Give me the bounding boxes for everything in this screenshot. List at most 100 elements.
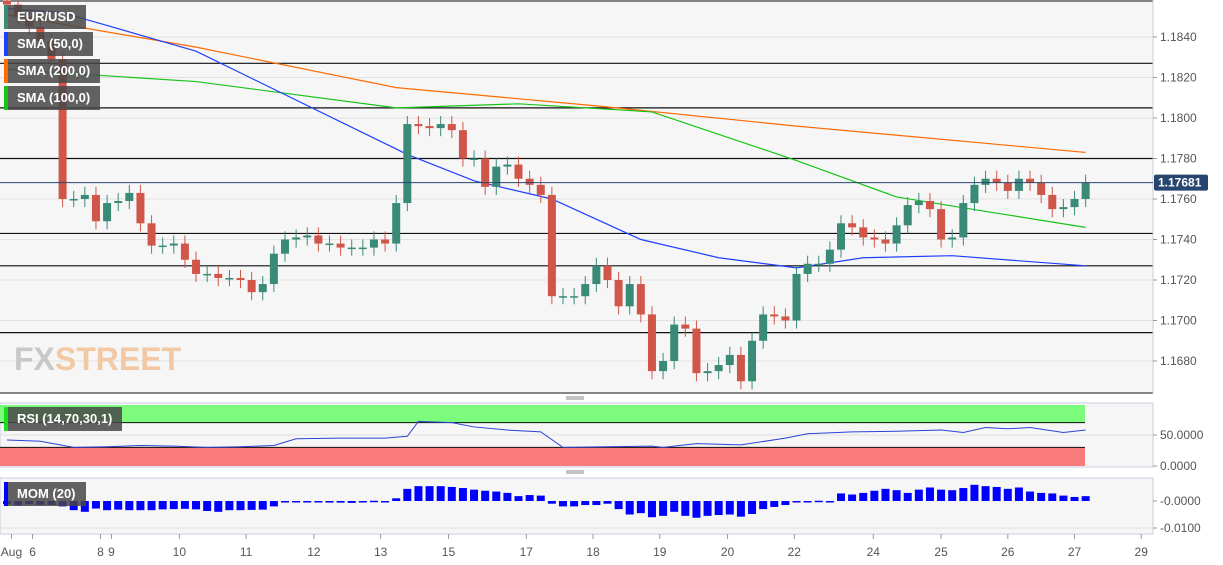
candle bbox=[1070, 190, 1079, 216]
mom-axis: -0.0000 -0.0100 bbox=[1153, 494, 1201, 535]
candle-body bbox=[214, 273, 223, 278]
candle-body bbox=[681, 324, 690, 329]
legend-label: EUR/USD bbox=[17, 9, 76, 24]
candle-body bbox=[848, 223, 857, 228]
mom-bar bbox=[770, 501, 779, 507]
candle bbox=[258, 275, 267, 301]
mom-bar bbox=[481, 490, 490, 501]
last-price-label: 1.17681 bbox=[1158, 176, 1202, 190]
last-price-tag: 1.17681 bbox=[0, 174, 1208, 191]
candle-body bbox=[570, 296, 579, 298]
candle-body bbox=[125, 192, 134, 202]
candle bbox=[736, 346, 745, 390]
mom-bar bbox=[503, 492, 512, 501]
panel-resize-handle[interactable] bbox=[566, 396, 584, 400]
mom-bar bbox=[1059, 495, 1068, 501]
mom-bar bbox=[725, 501, 734, 515]
x-tick-label: 8 bbox=[97, 545, 104, 559]
candle bbox=[447, 115, 456, 139]
candle-body bbox=[325, 243, 334, 246]
candle-body bbox=[614, 280, 623, 307]
candle bbox=[80, 186, 89, 208]
candle bbox=[959, 194, 968, 246]
candle-body bbox=[803, 263, 812, 274]
candle bbox=[292, 229, 301, 248]
candle-body bbox=[91, 194, 100, 222]
candle bbox=[714, 356, 723, 380]
candle bbox=[670, 316, 679, 370]
price-axis: 1.1840 1.1820 1.1800 1.1780 1.1760 1.1740 1.17… bbox=[1153, 30, 1197, 368]
candle bbox=[770, 306, 779, 325]
candle-body bbox=[692, 328, 701, 374]
panel-resize-handle[interactable] bbox=[566, 470, 584, 474]
candle-body bbox=[870, 237, 879, 240]
mom-bar bbox=[269, 501, 278, 507]
mom-bar bbox=[247, 501, 256, 510]
candle bbox=[103, 194, 112, 230]
mom-bar bbox=[91, 501, 100, 509]
legend-swatch bbox=[4, 86, 8, 110]
mom-bar bbox=[981, 486, 990, 501]
legend-sma100[interactable]: SMA (100,0) bbox=[4, 86, 101, 110]
mom-bar bbox=[536, 495, 545, 501]
candle-body bbox=[925, 201, 934, 210]
y-tick-label: 1.1780 bbox=[1160, 152, 1197, 166]
mom-bar bbox=[759, 501, 768, 510]
legend-symbol[interactable]: EUR/USD bbox=[4, 5, 86, 29]
candle bbox=[681, 316, 690, 337]
candle bbox=[536, 176, 545, 204]
candle-body bbox=[992, 178, 1001, 183]
mom-bar bbox=[169, 501, 178, 510]
legend-mom[interactable]: MOM (20) bbox=[4, 482, 86, 506]
candle-body bbox=[970, 184, 979, 204]
mom-bar bbox=[859, 492, 868, 501]
mom-bar bbox=[458, 488, 467, 501]
candle-body bbox=[647, 314, 656, 372]
candle bbox=[1059, 199, 1068, 218]
candle bbox=[748, 332, 757, 390]
candle bbox=[169, 235, 178, 254]
rsi-tick-label: 0.0000 bbox=[1160, 459, 1197, 473]
rsi-oversold-zone bbox=[0, 447, 1085, 466]
candle bbox=[692, 320, 701, 382]
x-tick-label: 13 bbox=[374, 545, 388, 559]
mom-bar bbox=[203, 501, 212, 511]
mom-bar bbox=[592, 501, 601, 506]
legend-rsi[interactable]: RSI (14,70,30,1) bbox=[4, 407, 123, 431]
y-tick-label: 1.1840 bbox=[1160, 30, 1197, 44]
candle-body bbox=[236, 277, 245, 280]
candle bbox=[269, 245, 278, 293]
mom-bar bbox=[403, 488, 412, 501]
mom-bar bbox=[392, 498, 401, 501]
candle-body bbox=[1048, 194, 1057, 210]
x-tick-label: 24 bbox=[867, 545, 881, 559]
last-price-box bbox=[1154, 174, 1208, 191]
candle-body bbox=[714, 365, 723, 372]
candle bbox=[125, 184, 134, 210]
mom-bar bbox=[314, 501, 323, 503]
mom-bar bbox=[647, 501, 656, 518]
legend-sma200[interactable]: SMA (200,0) bbox=[4, 59, 101, 83]
candle-body bbox=[1026, 178, 1035, 183]
candle-body bbox=[269, 253, 278, 285]
candle bbox=[625, 275, 634, 315]
candle bbox=[1081, 174, 1090, 208]
candle bbox=[403, 115, 412, 212]
candle bbox=[814, 255, 823, 272]
mom-bar bbox=[625, 501, 634, 515]
candle bbox=[1026, 170, 1035, 191]
candle bbox=[325, 235, 334, 252]
mom-bar bbox=[158, 501, 167, 510]
candle-body bbox=[69, 199, 78, 201]
candle-body bbox=[703, 371, 712, 374]
mom-bar bbox=[1070, 496, 1079, 501]
candle-body bbox=[103, 203, 112, 222]
candle bbox=[803, 255, 812, 283]
candle bbox=[436, 115, 445, 137]
candle-body bbox=[180, 243, 189, 260]
mom-bar bbox=[803, 501, 812, 503]
x-tick-label: 20 bbox=[721, 545, 735, 559]
legend-sma50[interactable]: SMA (50,0) bbox=[4, 32, 93, 56]
mom-bar bbox=[414, 486, 423, 501]
